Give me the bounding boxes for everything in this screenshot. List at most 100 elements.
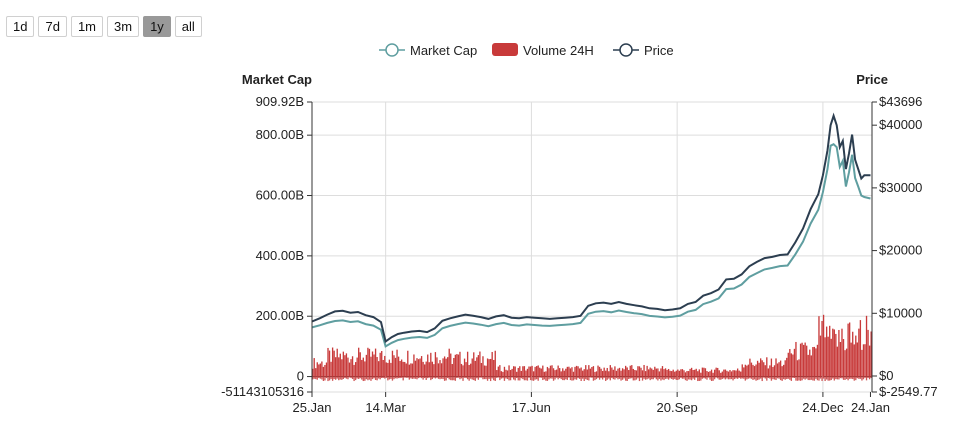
volume-bar xyxy=(505,369,507,377)
volume-bar xyxy=(552,368,555,377)
volume-bar xyxy=(855,335,857,377)
volume-bar xyxy=(698,369,700,377)
volume-bar xyxy=(629,365,631,377)
grid xyxy=(311,101,873,393)
range-button-7d[interactable]: 7d xyxy=(38,16,67,37)
legend-item-volume-24h[interactable]: Volume 24H xyxy=(492,43,594,58)
volume-bar-neg xyxy=(425,376,427,380)
volume-bar xyxy=(664,368,667,377)
volume-bar xyxy=(634,370,636,377)
volume-bar-neg xyxy=(502,376,504,379)
volume-bar-neg xyxy=(850,376,852,379)
volume-bar xyxy=(694,369,696,377)
volume-bar-neg xyxy=(816,376,819,381)
volume-bar-neg xyxy=(559,376,561,379)
right-tick-label: $40000 xyxy=(879,117,922,132)
legend[interactable]: Market Cap Volume 24H Price xyxy=(379,43,674,58)
volume-bar xyxy=(385,362,387,377)
volume-bar-neg xyxy=(362,376,364,382)
volume-bar-neg xyxy=(585,376,587,380)
legend-item-market-cap[interactable]: Market Cap xyxy=(379,43,477,58)
volume-bar-neg xyxy=(497,376,499,378)
volume-bar xyxy=(528,366,530,377)
volume-bar xyxy=(342,351,345,377)
range-button-1m[interactable]: 1m xyxy=(70,16,103,37)
volume-bar-neg xyxy=(671,376,673,379)
volume-bar-neg xyxy=(663,376,665,381)
volume-bar xyxy=(522,366,524,377)
volume-bar-neg xyxy=(390,376,392,379)
range-button-1y[interactable]: 1y xyxy=(143,16,171,37)
volume-bar-neg xyxy=(631,376,633,379)
volume-bar xyxy=(580,367,582,377)
volume-bar xyxy=(351,356,354,377)
volume-bar xyxy=(437,363,440,377)
volume-bar xyxy=(497,366,499,377)
volume-bar xyxy=(476,357,478,377)
volume-bar-neg xyxy=(652,376,654,380)
volume-bar-neg xyxy=(812,376,814,381)
volume-bar xyxy=(447,357,449,377)
volume-bar xyxy=(822,314,825,377)
volume-bar xyxy=(436,357,438,377)
volume-bar xyxy=(713,369,716,377)
volume-bar-neg xyxy=(450,376,452,381)
volume-bar xyxy=(368,348,371,377)
volume-bar xyxy=(462,365,464,377)
volume-bar-neg xyxy=(410,376,412,379)
volume-bar xyxy=(503,366,506,377)
volume-bar-neg xyxy=(348,376,351,378)
volume-bar-neg xyxy=(629,376,631,379)
volume-bar-neg xyxy=(655,376,658,380)
volume-bar-neg xyxy=(761,376,763,382)
volume-bar xyxy=(404,361,406,377)
volume-bar xyxy=(482,356,484,377)
volume-bar-neg xyxy=(367,376,369,381)
series-lines xyxy=(311,112,871,348)
volume-bar xyxy=(804,342,806,377)
volume-bar-neg xyxy=(772,376,774,380)
volume-bar-neg xyxy=(347,376,349,380)
volume-bar-neg xyxy=(861,376,863,381)
volume-bar-neg xyxy=(508,376,510,381)
volume-bar-neg xyxy=(566,376,569,380)
volume-bar xyxy=(585,365,587,377)
volume-bar-neg xyxy=(641,376,644,381)
right-tick-label: $-2549.77 xyxy=(879,384,938,399)
volume-bar-neg xyxy=(592,376,595,381)
volume-bar-neg xyxy=(330,376,332,380)
range-button-all[interactable]: all xyxy=(174,16,202,37)
range-button-3m[interactable]: 3m xyxy=(107,16,140,37)
volume-bar xyxy=(331,347,334,377)
volume-bar xyxy=(680,369,682,377)
volume-bar xyxy=(810,355,812,377)
volume-bar xyxy=(764,365,766,377)
volume-bar xyxy=(325,362,328,377)
volume-bar-neg xyxy=(778,376,780,379)
volume-bar-neg xyxy=(333,376,335,380)
volume-bar xyxy=(370,356,372,377)
volume-bar xyxy=(758,362,760,377)
volume-bar-neg xyxy=(858,376,860,379)
volume-bar-neg xyxy=(868,376,871,380)
volume-bar-neg xyxy=(331,376,334,381)
volume-bar-neg xyxy=(534,376,536,380)
volume-bar xyxy=(740,371,742,377)
volume-bar-neg xyxy=(677,376,679,381)
range-button-1d[interactable]: 1d xyxy=(6,16,35,37)
volume-bar-neg xyxy=(684,376,687,381)
volume-bar-neg xyxy=(407,376,409,378)
volume-bar xyxy=(354,362,357,377)
volume-bar xyxy=(809,349,811,377)
volume-bar-neg xyxy=(325,376,328,379)
volume-bar xyxy=(697,371,699,377)
volume-bar-neg xyxy=(499,376,501,381)
volume-bar xyxy=(769,365,771,377)
volume-bar-neg xyxy=(520,376,522,379)
volume-bar xyxy=(709,371,711,377)
volume-bar xyxy=(732,370,734,377)
volume-bar xyxy=(313,358,315,377)
volume-bar-neg xyxy=(701,376,704,379)
volume-bar xyxy=(431,361,434,377)
legend-item-price[interactable]: Price xyxy=(613,43,674,58)
